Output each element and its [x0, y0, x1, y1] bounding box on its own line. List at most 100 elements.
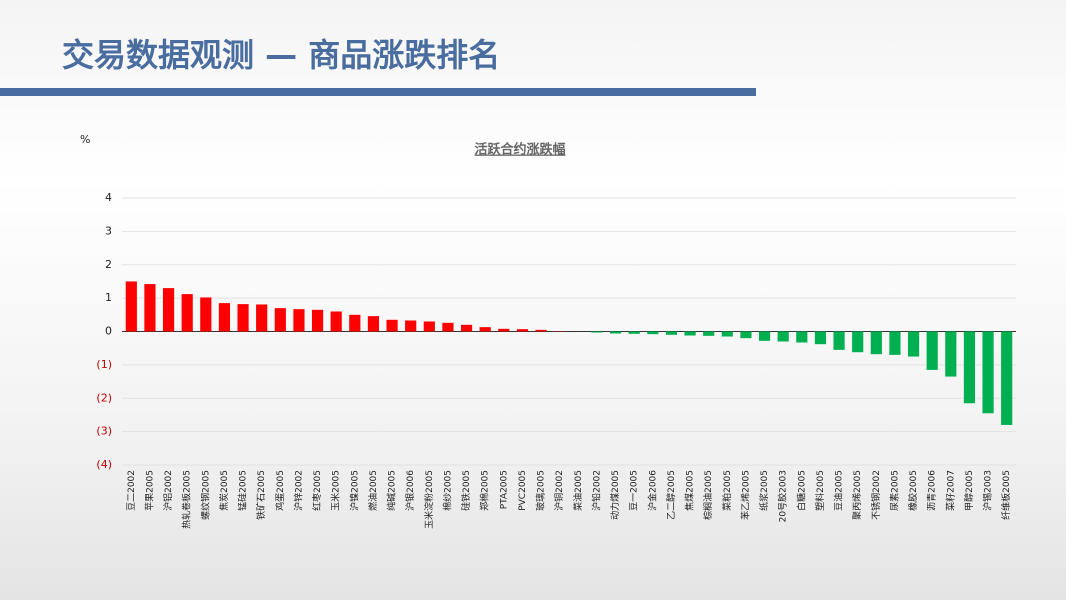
bar: [1001, 331, 1013, 425]
bar: [833, 331, 845, 350]
bar: [926, 331, 938, 370]
x-tick-label: 橡胶2005: [907, 470, 919, 511]
y-tick-label: 1: [105, 291, 112, 304]
bar: [721, 331, 733, 337]
x-tick-label: 焦煤2005: [684, 470, 696, 511]
x-tick-label: 沪铅2002: [590, 470, 602, 511]
x-tick-label: 乙二醇2005: [665, 470, 677, 520]
bar: [460, 324, 473, 332]
bar: [293, 309, 305, 332]
x-tick-label: 菜粕2005: [721, 470, 733, 511]
x-tick-label: 苯乙烯2005: [739, 470, 751, 520]
header-bar: [0, 88, 756, 96]
bar: [181, 294, 193, 332]
x-tick-label: 尿素2005: [888, 470, 900, 511]
y-tick-label: (2): [96, 391, 112, 404]
x-tick-label: 硅铁2005: [460, 470, 472, 511]
x-tick-label: 苹果2005: [143, 470, 155, 511]
x-tick-label: 沪铝2002: [162, 470, 174, 511]
bar: [218, 303, 231, 332]
x-tick-label: 螺纹钢2005: [199, 470, 211, 520]
x-tick-label: 燃油2005: [367, 470, 379, 511]
x-tick-label: 沪银2006: [404, 470, 416, 511]
x-tick-label: 纯碱2005: [386, 470, 398, 511]
x-tick-label: 红枣2005: [311, 470, 323, 511]
bar: [740, 331, 752, 339]
bar: [889, 331, 901, 355]
x-tick-label: 玉米淀粉2005: [423, 470, 435, 529]
x-tick-label: 沥青2006: [926, 470, 938, 511]
bar: [628, 331, 640, 334]
x-tick-label: 20号胶2003: [777, 470, 789, 522]
x-tick-label: 铁矿石2005: [255, 470, 267, 520]
x-tick-label: 棉纱2005: [441, 470, 453, 511]
x-tick-label: 郑棉2005: [479, 470, 491, 511]
x-tick-label: 塑料2005: [814, 470, 826, 511]
slide-title: 交易数据观测 — 商品涨跌排名: [62, 36, 500, 74]
x-tick-label: 不锈钢2002: [870, 470, 882, 520]
y-tick-label: 4: [105, 191, 112, 204]
bar: [907, 331, 920, 357]
bar: [665, 331, 678, 335]
x-tick-label: 玉米2005: [330, 470, 342, 511]
x-tick-label: 纸浆2005: [758, 470, 770, 511]
x-tick-label: 豆油2005: [833, 470, 845, 511]
bar: [386, 319, 398, 332]
bar: [256, 304, 268, 332]
bar: [405, 320, 417, 332]
bar: [442, 322, 454, 332]
y-tick-label: 0: [105, 325, 112, 338]
x-tick-label: 聚丙烯2005: [851, 470, 863, 520]
bar: [814, 331, 827, 345]
x-tick-label: PVC2005: [518, 470, 528, 511]
x-tick-label: 焦炭2005: [218, 470, 230, 511]
x-tick-label: 锰硅2005: [237, 470, 249, 511]
bar: [349, 314, 361, 332]
bar: [516, 329, 529, 332]
bar: [237, 304, 249, 332]
x-tick-label: 沪锡2003: [982, 470, 994, 511]
bar: [535, 329, 547, 332]
x-tick-label: 白糖2005: [795, 470, 807, 511]
x-tick-label: 热轧卷板2005: [181, 470, 193, 529]
bar: [200, 297, 212, 332]
bar: [609, 331, 622, 334]
x-tick-label: 棕榈油2005: [702, 470, 714, 520]
bar: [591, 331, 603, 333]
x-tick-label: 沪镍2005: [348, 470, 360, 511]
bar: [479, 327, 491, 332]
x-tick-label: 豆一2005: [629, 470, 640, 511]
bar: [703, 331, 715, 336]
bar: [144, 284, 156, 332]
bar: [498, 328, 510, 332]
bar: [852, 331, 864, 353]
x-tick-label: 动力煤2005: [609, 470, 621, 520]
bar: [796, 331, 808, 343]
bar: [330, 311, 342, 332]
x-tick-label: 沪锌2002: [292, 470, 304, 511]
x-tick-label: 甲醇2005: [963, 470, 975, 511]
x-tick-label: 豆二2002: [126, 470, 137, 511]
bar: [982, 331, 994, 414]
y-tick-label: (4): [96, 458, 112, 471]
bar: [274, 308, 286, 332]
bar: [423, 321, 435, 332]
x-tick-label: 玻璃2005: [535, 470, 547, 511]
y-tick-label: 3: [105, 224, 112, 237]
bar: [963, 331, 976, 404]
x-tick-label: PTA2005: [499, 470, 509, 509]
x-tick-label: 菜油2005: [572, 470, 584, 511]
x-tick-label: 沪金2006: [646, 470, 658, 511]
chart-title: 活跃合约涨跌幅: [474, 142, 565, 158]
x-tick-label: 菜籽2007: [944, 470, 956, 511]
bar: [945, 331, 957, 377]
bar: [311, 309, 324, 332]
x-tick-label: 纤维板2005: [1000, 470, 1012, 520]
y-tick-label: (3): [96, 425, 112, 438]
bar: [367, 316, 380, 332]
bar: [125, 281, 137, 332]
bar: [777, 331, 789, 342]
y-unit: %: [80, 133, 90, 146]
